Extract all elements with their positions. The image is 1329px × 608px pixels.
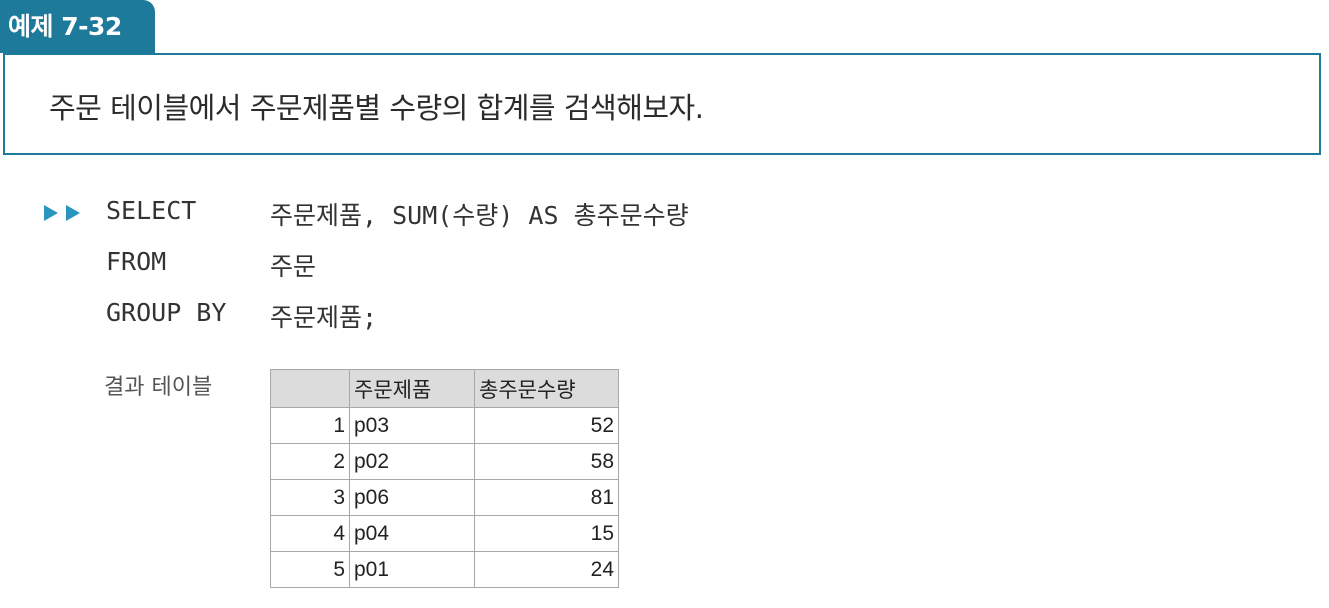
cell-total-qty: 52 [474,407,619,444]
sql-keyword: SELECT [106,196,197,225]
double-play-arrow-icon [44,205,80,221]
column-header-product: 주문제품 [349,369,475,408]
row-index: 2 [270,443,350,480]
row-index: 5 [270,551,350,588]
cell-total-qty: 81 [474,479,619,516]
row-index: 3 [270,479,350,516]
table-header-row: 주문제품 총주문수량 [270,369,619,408]
cell-total-qty: 58 [474,443,619,480]
result-table-label: 결과 테이블 [104,375,213,400]
row-index: 4 [270,515,350,552]
problem-text: 주문 테이블에서 주문제품별 수량의 합계를 검색해보자. [49,91,704,125]
table-row: 4 p04 15 [270,515,619,552]
table-row: 2 p02 58 [270,443,619,480]
table-row: 5 p01 24 [270,551,619,588]
cell-total-qty: 24 [474,551,619,588]
cell-product: p02 [349,443,475,480]
sql-argument: 주문제품; [270,303,378,332]
column-header-index [270,369,350,408]
cell-product: p03 [349,407,475,444]
table-row: 1 p03 52 [270,407,619,444]
cell-total-qty: 15 [474,515,619,552]
sql-keyword: FROM [106,247,167,276]
sql-keyword: GROUP BY [106,298,227,327]
problem-box: 주문 테이블에서 주문제품별 수량의 합계를 검색해보자. [3,53,1321,155]
cell-product: p01 [349,551,475,588]
table-row: 3 p06 81 [270,479,619,516]
result-table: 주문제품 총주문수량 1 p03 52 2 p02 58 3 p06 81 4 … [270,369,619,588]
column-header-total-qty: 총주문수량 [474,369,619,408]
example-tab: 예제 7-32 [0,0,155,53]
row-index: 1 [270,407,350,444]
cell-product: p06 [349,479,475,516]
sql-argument: 주문 [270,252,317,281]
sql-argument: 주문제품, SUM(수량) AS 총주문수량 [270,201,689,230]
cell-product: p04 [349,515,475,552]
